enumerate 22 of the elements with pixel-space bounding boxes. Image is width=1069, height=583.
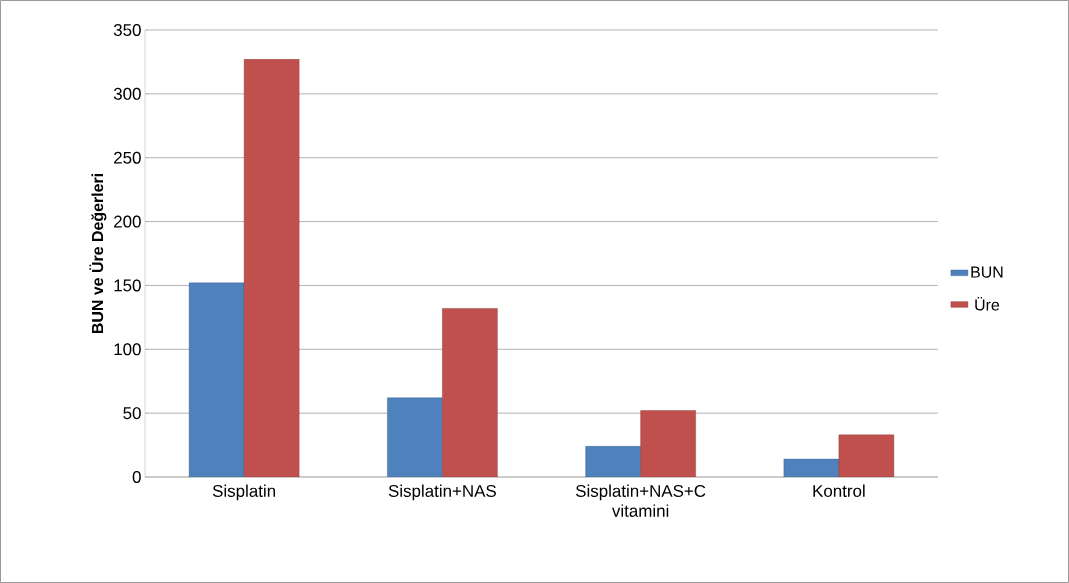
legend-label: Üre bbox=[975, 297, 1000, 311]
y-tick-label: 350 bbox=[113, 24, 141, 36]
x-tick-label: Kontrol bbox=[813, 484, 865, 497]
bar bbox=[188, 282, 245, 477]
x-tick-label: Sisplatin+NAS+C vitamini bbox=[575, 484, 706, 517]
bar bbox=[442, 308, 498, 477]
y-tick-label: 0 bbox=[132, 471, 141, 483]
legend-label: BUN bbox=[971, 266, 1003, 278]
y-axis-title: BUN ve Üre Değerleri bbox=[89, 174, 107, 334]
y-tick-label: 300 bbox=[113, 87, 141, 100]
bar bbox=[387, 397, 443, 477]
x-tick-label: Sisplatin bbox=[212, 484, 276, 501]
x-tick-label: Sisplatin+NAS bbox=[388, 484, 496, 501]
y-tick-label: 200 bbox=[114, 215, 141, 228]
y-tick-label: 250 bbox=[114, 151, 141, 164]
bar bbox=[838, 434, 895, 477]
y-tick-label: 100 bbox=[114, 343, 141, 356]
bar bbox=[640, 410, 696, 477]
y-tick-label: 50 bbox=[123, 407, 141, 420]
y-tick-label: 150 bbox=[114, 279, 141, 292]
bar bbox=[585, 446, 641, 477]
bar bbox=[243, 59, 300, 477]
